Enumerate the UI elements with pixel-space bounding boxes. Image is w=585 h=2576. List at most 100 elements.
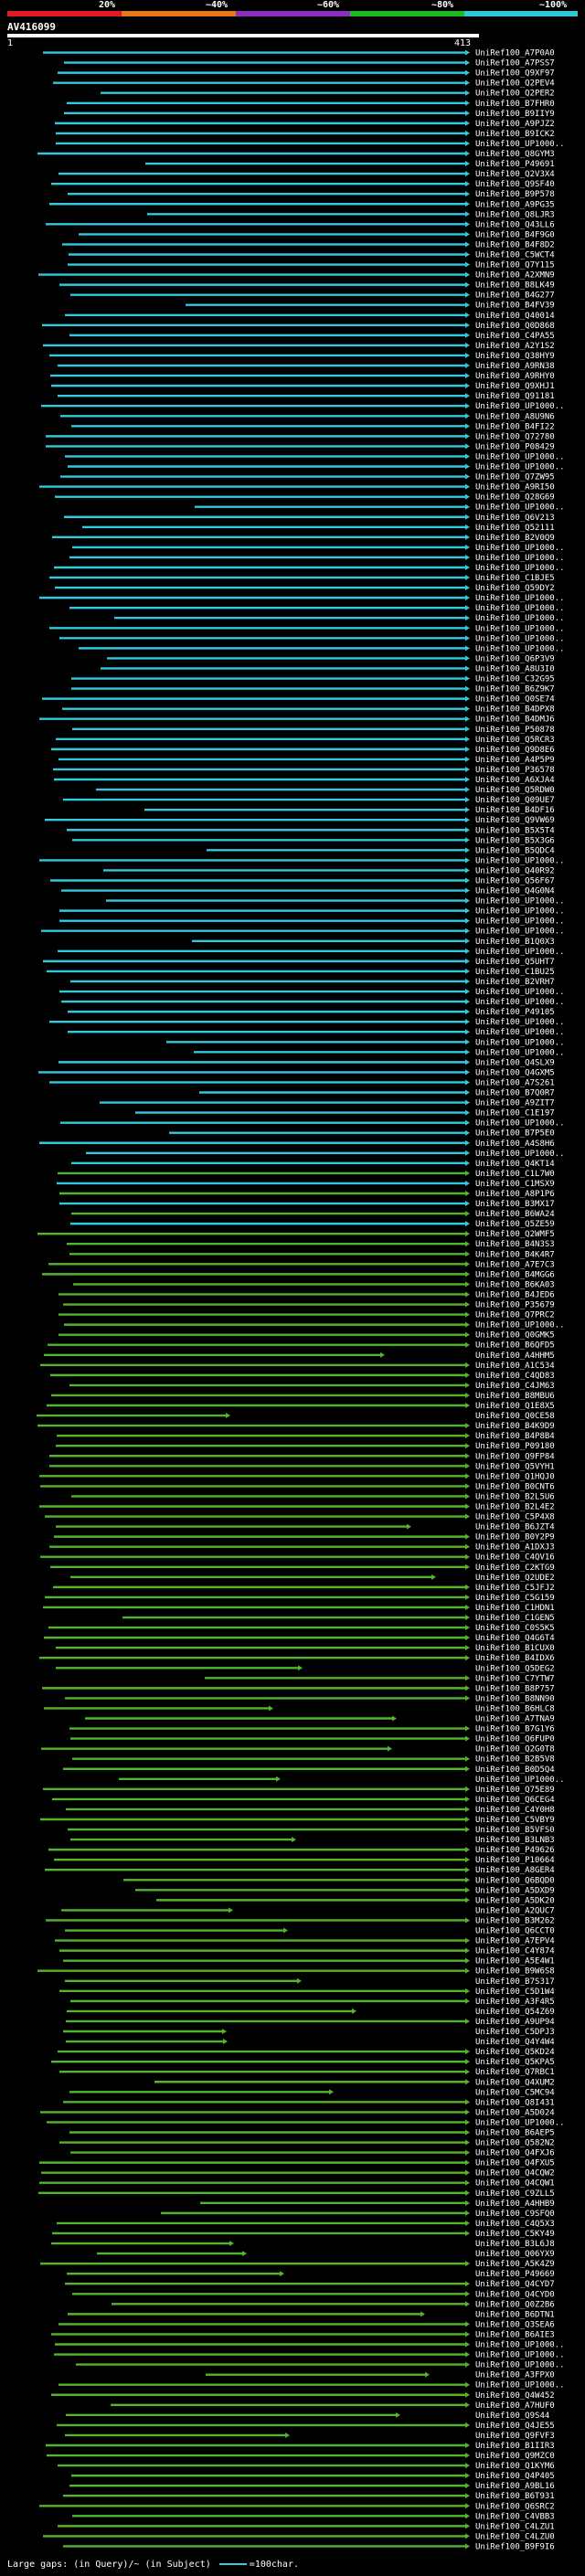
hit-label[interactable]: UniRef100_A8GER4	[475, 1866, 555, 1875]
hit-label[interactable]: UniRef100_B7FHR0	[475, 100, 555, 109]
hit-label[interactable]: UniRef100_Q4P405	[475, 2472, 555, 2481]
hit-label[interactable]: UniRef100_A7TNA9	[475, 1715, 555, 1724]
hit-label[interactable]: UniRef100_Q5ZE59	[475, 1220, 555, 1229]
hit-label[interactable]: UniRef100_B1CUX0	[475, 1644, 555, 1653]
hit-label[interactable]: UniRef100_UP1000..	[475, 594, 565, 603]
hit-label[interactable]: UniRef100_Q06YX9	[475, 2250, 555, 2259]
hit-label[interactable]: UniRef100_UP1000..	[475, 907, 565, 917]
hit-label[interactable]: UniRef100_B3L6J8	[475, 2240, 555, 2249]
hit-label[interactable]: UniRef100_B6DTN1	[475, 2310, 555, 2319]
hit-label[interactable]: UniRef100_A7PSS7	[475, 59, 555, 69]
hit-label[interactable]: UniRef100_A7S261	[475, 1078, 555, 1087]
hit-label[interactable]: UniRef100_C4QD83	[475, 1372, 555, 1381]
hit-label[interactable]: UniRef100_B8LK49	[475, 281, 555, 291]
hit-label[interactable]: UniRef100_B8MBU6	[475, 1392, 555, 1401]
hit-label[interactable]: UniRef100_A8U3I0	[475, 664, 555, 673]
hit-label[interactable]: UniRef100_B4JED6	[475, 1290, 555, 1299]
hit-label[interactable]: UniRef100_P49669	[475, 2270, 555, 2279]
hit-label[interactable]: UniRef100_Q4FXU5	[475, 2159, 555, 2168]
hit-label[interactable]: UniRef100_C1L7W0	[475, 1170, 555, 1179]
hit-label[interactable]: UniRef100_UP1000..	[475, 897, 565, 906]
hit-label[interactable]: UniRef100_B6QFD5	[475, 1341, 555, 1351]
hit-label[interactable]: UniRef100_C4QV16	[475, 1553, 555, 1563]
hit-label[interactable]: UniRef100_Q9VW69	[475, 816, 555, 825]
hit-label[interactable]: UniRef100_Q4GXM5	[475, 1068, 555, 1077]
hit-label[interactable]: UniRef100_A7P0A0	[475, 49, 555, 58]
hit-label[interactable]: UniRef100_A9RHY0	[475, 372, 555, 381]
hit-label[interactable]: UniRef100_UP1000..	[475, 1321, 565, 1330]
hit-label[interactable]: UniRef100_B7Q0R7	[475, 1089, 555, 1098]
hit-label[interactable]: UniRef100_B4K9D9	[475, 1422, 555, 1431]
hit-label[interactable]: UniRef100_Q4SLX9	[475, 1058, 555, 1067]
hit-label[interactable]: UniRef100_Q91181	[475, 392, 555, 401]
hit-label[interactable]: UniRef100_C4JM63	[475, 1382, 555, 1391]
hit-label[interactable]: UniRef100_Q75E89	[475, 1786, 555, 1795]
hit-label[interactable]: UniRef100_C5MC94	[475, 2088, 555, 2097]
hit-label[interactable]: UniRef100_B4FI22	[475, 422, 555, 431]
hit-label[interactable]: UniRef100_UP1000..	[475, 2341, 565, 2350]
hit-label[interactable]: UniRef100_C9ZLL5	[475, 2189, 555, 2199]
hit-label[interactable]: UniRef100_Q0Z2B6	[475, 2300, 555, 2309]
hit-label[interactable]: UniRef100_A6XJA4	[475, 776, 555, 785]
hit-label[interactable]: UniRef100_UP1000..	[475, 1119, 565, 1129]
hit-label[interactable]: UniRef100_Q5UHT7	[475, 958, 555, 967]
hit-label[interactable]: UniRef100_A7EPV4	[475, 1937, 555, 1946]
hit-label[interactable]: UniRef100_Q2PEV4	[475, 80, 555, 89]
hit-label[interactable]: UniRef100_B7G1Y6	[475, 1725, 555, 1734]
hit-label[interactable]: UniRef100_C5D1W4	[475, 1988, 555, 1997]
hit-label[interactable]: UniRef100_B7S317	[475, 1977, 555, 1987]
hit-label[interactable]: UniRef100_A9UP94	[475, 2018, 555, 2027]
hit-label[interactable]: UniRef100_UP1000..	[475, 1776, 565, 1785]
hit-label[interactable]: UniRef100_Q4G0N4	[475, 887, 555, 896]
hit-label[interactable]: UniRef100_Q5KPA5	[475, 2058, 555, 2067]
hit-label[interactable]: UniRef100_C4Q5X3	[475, 2220, 555, 2229]
hit-label[interactable]: UniRef100_Q7PRC2	[475, 1311, 555, 1320]
hit-label[interactable]: UniRef100_B4DMJ6	[475, 716, 555, 725]
hit-label[interactable]: UniRef100_Q4CYD0	[475, 2290, 555, 2299]
hit-label[interactable]: UniRef100_Q7Y115	[475, 261, 555, 270]
hit-label[interactable]: UniRef100_Q59DY2	[475, 584, 555, 593]
hit-label[interactable]: UniRef100_Q1E8X5	[475, 1402, 555, 1411]
hit-label[interactable]: UniRef100_A8P1P6	[475, 1190, 555, 1199]
hit-label[interactable]: UniRef100_B4F9G0	[475, 230, 555, 239]
hit-label[interactable]: UniRef100_B9IIY9	[475, 110, 555, 119]
hit-label[interactable]: UniRef100_B6JZT4	[475, 1523, 555, 1532]
hit-label[interactable]: UniRef100_UP1000..	[475, 624, 565, 633]
hit-label[interactable]: UniRef100_P50878	[475, 726, 555, 735]
hit-label[interactable]: UniRef100_B0Y2P9	[475, 1533, 555, 1542]
hit-label[interactable]: UniRef100_C5DPJ3	[475, 2028, 555, 2037]
hit-label[interactable]: UniRef100_UP1000..	[475, 998, 565, 1007]
hit-label[interactable]: UniRef100_Q0CE58	[475, 1412, 555, 1421]
hit-label[interactable]: UniRef100_B6WA24	[475, 1210, 555, 1219]
hit-label[interactable]: UniRef100_UP1000..	[475, 2118, 565, 2127]
hit-label[interactable]: UniRef100_B4G277	[475, 292, 555, 301]
hit-label[interactable]: UniRef100_Q2V3X4	[475, 170, 555, 179]
hit-label[interactable]: UniRef100_A5K4Z9	[475, 2260, 555, 2269]
hit-label[interactable]: UniRef100_C4Y874	[475, 1947, 555, 1956]
hit-label[interactable]: UniRef100_Q5VYH1	[475, 1462, 555, 1471]
hit-label[interactable]: UniRef100_C4LZU1	[475, 2522, 555, 2531]
hit-label[interactable]: UniRef100_Q4CYD7	[475, 2280, 555, 2289]
hit-label[interactable]: UniRef100_B5X5T4	[475, 826, 555, 835]
hit-label[interactable]: UniRef100_C32G95	[475, 675, 555, 684]
hit-label[interactable]: UniRef100_Q0SE74	[475, 695, 555, 705]
hit-label[interactable]: UniRef100_B0D5Q4	[475, 1765, 555, 1775]
hit-label[interactable]: UniRef100_C1E197	[475, 1109, 555, 1118]
hit-label[interactable]: UniRef100_Q40014	[475, 312, 555, 321]
hit-label[interactable]: UniRef100_B7P5E0	[475, 1129, 555, 1139]
hit-label[interactable]: UniRef100_P09180	[475, 1442, 555, 1451]
hit-label[interactable]: UniRef100_Q28G69	[475, 493, 555, 503]
hit-label[interactable]: UniRef100_Q6CCT0	[475, 1927, 555, 1936]
hit-label[interactable]: UniRef100_Q9D8E6	[475, 746, 555, 755]
hit-label[interactable]: UniRef100_A5E4W1	[475, 1957, 555, 1966]
hit-label[interactable]: UniRef100_C4VBB3	[475, 2512, 555, 2521]
hit-label[interactable]: UniRef100_B4IDX6	[475, 1654, 555, 1663]
hit-label[interactable]: UniRef100_UP1000..	[475, 1038, 565, 1047]
hit-label[interactable]: UniRef100_B3M262	[475, 1916, 555, 1925]
hit-label[interactable]: UniRef100_B6AIE3	[475, 2330, 555, 2339]
hit-label[interactable]: UniRef100_UP1000..	[475, 604, 565, 613]
hit-label[interactable]: UniRef100_A3F4R5	[475, 1998, 555, 2007]
hit-label[interactable]: UniRef100_C5KY49	[475, 2230, 555, 2239]
hit-label[interactable]: UniRef100_A4P5P9	[475, 756, 555, 765]
hit-label[interactable]: UniRef100_B4P8B4	[475, 1432, 555, 1441]
